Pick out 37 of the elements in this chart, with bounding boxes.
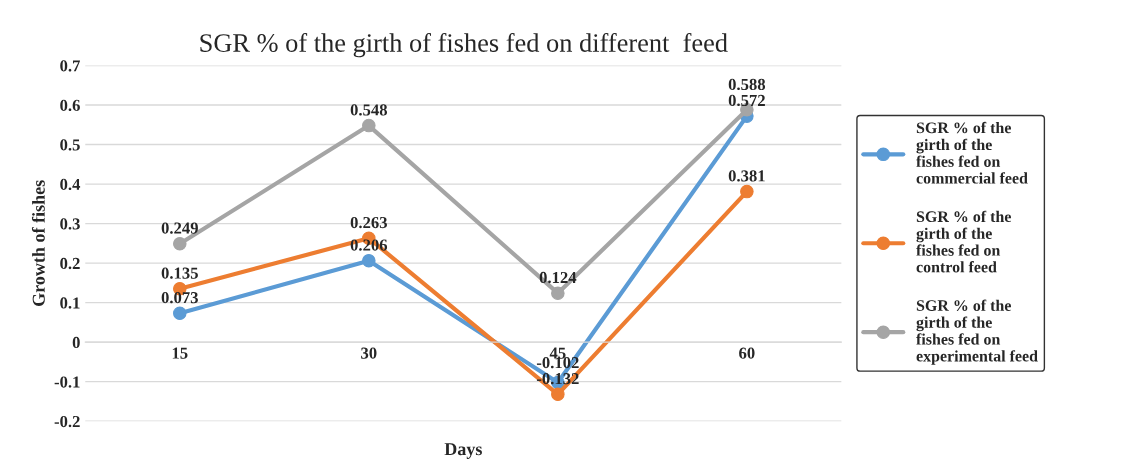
- data-label: 0.249: [161, 222, 198, 234]
- y-tick-label: 0.7: [60, 60, 81, 72]
- x-tick-label: 45: [549, 347, 566, 359]
- point: [551, 286, 565, 300]
- legend-label: SGR % of the girth of the fishes fed on experimental feed: [916, 299, 1038, 365]
- y-tick-label: 0.4: [60, 178, 81, 191]
- x-tick-label: 15: [172, 347, 188, 359]
- y-tick-label: 0.6: [60, 99, 80, 112]
- chart-title: SGR % of the girth of fishes fed on different feed: [200, 33, 728, 58]
- point: [362, 118, 376, 133]
- y-tick-label: 0.2: [60, 257, 80, 270]
- data-label: -0.132: [536, 373, 579, 385]
- data-label: 0.572: [728, 94, 765, 107]
- legend-label: SGR % of the girth of the fishes fed on commercial feed: [916, 121, 1028, 184]
- y-tick-label: 0.5: [60, 139, 80, 151]
- y-tick-label: -0.2: [54, 415, 80, 428]
- x-tick-label: 30: [361, 347, 377, 359]
- y-tick-label: 0.1: [60, 297, 80, 309]
- legend-label: SGR % of the girth of the fishes fed on control feed: [916, 210, 1011, 273]
- y-tick-label: 0.3: [60, 218, 80, 230]
- data-label: 0.135: [161, 267, 198, 279]
- y-tick-label: 0: [72, 336, 80, 349]
- point: [551, 387, 565, 402]
- y-axis-title: Growth of fishes: [31, 180, 45, 307]
- point: [173, 236, 187, 251]
- point: [362, 253, 376, 268]
- data-label: 0.073: [161, 292, 198, 304]
- data-label: 0.124: [539, 271, 577, 284]
- data-label: 0.263: [350, 216, 387, 229]
- x-axis-title: Days: [444, 443, 482, 459]
- point: [173, 306, 187, 321]
- point: [740, 184, 754, 199]
- data-label: 0.548: [350, 104, 388, 116]
- data-label: 0.381: [728, 170, 765, 182]
- x-tick-label: 60: [739, 347, 755, 359]
- y-tick-label: -0.1: [54, 376, 80, 388]
- data-label: 0.588: [728, 78, 766, 91]
